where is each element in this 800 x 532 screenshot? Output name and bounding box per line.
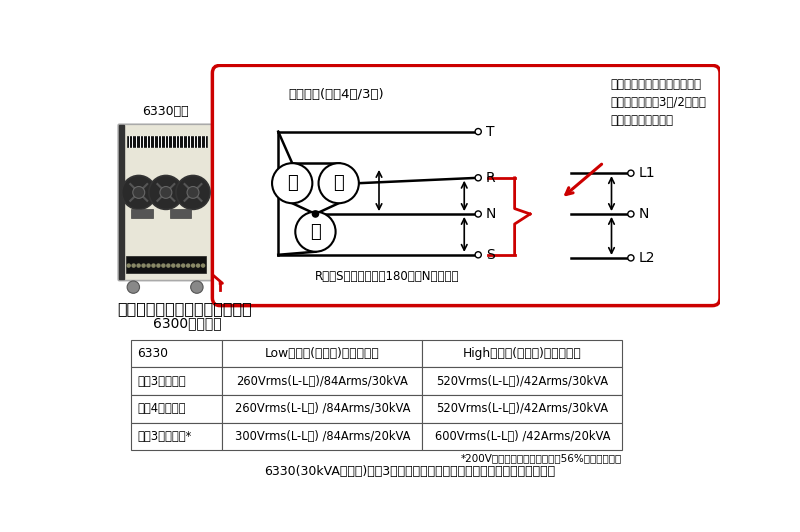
Circle shape [475, 252, 482, 258]
Bar [222, 422, 422, 451]
Text: ～: ～ [334, 174, 344, 192]
Circle shape [182, 264, 185, 267]
Text: 520Vrms(L-L間)/42Arms/30kVA: 520Vrms(L-L間)/42Arms/30kVA [436, 375, 609, 388]
Text: 6330背面: 6330背面 [142, 105, 189, 118]
Text: 260Vrms(L-L間)/84Arms/30kVA: 260Vrms(L-L間)/84Arms/30kVA [237, 375, 408, 388]
Circle shape [475, 211, 482, 217]
Bar [422, 422, 622, 451]
Circle shape [318, 163, 359, 203]
Text: ～: ～ [287, 174, 298, 192]
Circle shape [628, 255, 634, 261]
Circle shape [142, 264, 145, 267]
Text: S: S [486, 248, 494, 262]
Circle shape [202, 264, 205, 267]
Text: R: R [486, 171, 495, 185]
Circle shape [127, 281, 139, 293]
Text: 520Vrms(L-L間)/42Arms/30kVA: 520Vrms(L-L間)/42Arms/30kVA [436, 402, 609, 415]
Text: 三相3線出力時: 三相3線出力時 [138, 375, 186, 388]
Text: 260Vrms(L-L間) /84Arms/30kVA: 260Vrms(L-L間) /84Arms/30kVA [234, 402, 410, 415]
Circle shape [475, 129, 482, 135]
Circle shape [122, 176, 156, 210]
Bar [119, 126, 124, 279]
Text: 600Vrms(L-L間) /42Arms/20kVA: 600Vrms(L-L間) /42Arms/20kVA [434, 430, 610, 443]
Bar [127, 136, 207, 147]
Bar [170, 209, 191, 218]
Bar [126, 256, 206, 273]
Circle shape [628, 211, 634, 217]
Text: L2: L2 [638, 251, 655, 265]
Bar [222, 367, 422, 395]
Circle shape [172, 264, 175, 267]
Bar [422, 367, 622, 395]
Bar [131, 339, 222, 367]
Bar [222, 395, 422, 422]
Circle shape [190, 281, 203, 293]
Text: 単相3線出力時*: 単相3線出力時* [138, 430, 191, 443]
Text: 大容量プログラマブル交流電源: 大容量プログラマブル交流電源 [117, 301, 252, 316]
Circle shape [295, 212, 336, 252]
Circle shape [137, 264, 140, 267]
Text: N: N [638, 207, 649, 221]
Circle shape [152, 264, 155, 267]
Bar [422, 395, 622, 422]
Text: オプション実装により、標準
出力に加え単相3線/2線出力
モードの選択が可能: オプション実装により、標準 出力に加え単相3線/2線出力 モードの選択が可能 [610, 78, 706, 127]
Text: R相とS相の位相差を180度、N相を中点: R相とS相の位相差を180度、N相を中点 [314, 270, 459, 283]
Circle shape [162, 264, 165, 267]
Circle shape [187, 187, 199, 198]
Text: 6330: 6330 [138, 347, 168, 360]
Circle shape [176, 176, 210, 210]
Circle shape [160, 187, 172, 198]
Bar [131, 422, 222, 451]
Text: 三相4線出力時: 三相4線出力時 [138, 402, 186, 415]
Text: 6300シリーズ: 6300シリーズ [153, 317, 222, 330]
Circle shape [149, 176, 183, 210]
Circle shape [167, 264, 170, 267]
Circle shape [272, 163, 312, 203]
Bar [131, 367, 222, 395]
Text: *200V設定時は三相定格容量の56%出力可能です: *200V設定時は三相定格容量の56%出力可能です [461, 453, 622, 463]
Bar [131, 209, 153, 218]
Circle shape [133, 187, 145, 198]
Text: T: T [486, 124, 494, 139]
Bar [222, 339, 422, 367]
Text: N: N [486, 207, 496, 221]
Text: ～: ～ [310, 223, 321, 240]
Bar [422, 339, 622, 367]
Circle shape [157, 264, 160, 267]
Circle shape [628, 170, 634, 176]
Text: Highレンジ(線電圧)　最大出力: Highレンジ(線電圧) 最大出力 [463, 347, 582, 360]
Circle shape [186, 264, 190, 267]
Circle shape [132, 264, 135, 267]
Text: 6330(30kVAモデル)単相3線出力オプション追加時の出力電圧と容量の関係: 6330(30kVAモデル)単相3線出力オプション追加時の出力電圧と容量の関係 [265, 465, 555, 478]
FancyBboxPatch shape [118, 124, 212, 280]
Text: 300Vrms(L-L間) /84Arms/20kVA: 300Vrms(L-L間) /84Arms/20kVA [234, 430, 410, 443]
Text: 標準出力(三相4線/3線): 標準出力(三相4線/3線) [289, 88, 384, 102]
Circle shape [312, 211, 318, 217]
Circle shape [192, 264, 194, 267]
Text: L1: L1 [638, 166, 655, 180]
Circle shape [127, 264, 130, 267]
Bar [131, 395, 222, 422]
Circle shape [177, 264, 180, 267]
Circle shape [197, 264, 200, 267]
Circle shape [147, 264, 150, 267]
Circle shape [475, 174, 482, 181]
Text: Lowレンジ(線電圧)　最大出力: Lowレンジ(線電圧) 最大出力 [265, 347, 380, 360]
